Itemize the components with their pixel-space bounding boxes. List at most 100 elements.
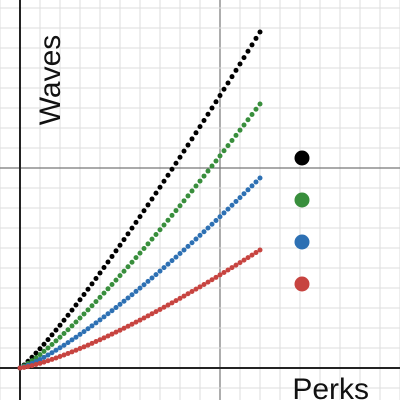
data-point	[217, 93, 223, 99]
data-point	[229, 74, 235, 80]
data-point	[205, 168, 211, 174]
data-point	[109, 308, 115, 314]
y-axis-label: Waves	[34, 35, 67, 126]
data-point	[73, 302, 79, 308]
data-point	[61, 331, 67, 337]
legend-marker-2	[294, 192, 310, 208]
data-point	[201, 173, 207, 179]
legend-marker-3	[294, 234, 310, 250]
data-point	[149, 236, 155, 242]
data-point	[45, 337, 51, 343]
data-point	[101, 265, 107, 271]
data-point	[237, 61, 243, 67]
data-point	[89, 281, 95, 287]
data-point	[249, 183, 255, 189]
data-point	[129, 292, 135, 298]
data-point	[157, 184, 163, 190]
data-point	[153, 272, 159, 278]
data-point	[165, 217, 171, 223]
data-point	[65, 312, 71, 318]
data-point	[77, 315, 83, 321]
data-point	[109, 281, 115, 287]
data-point	[29, 363, 35, 369]
data-point	[29, 354, 35, 360]
data-point	[237, 260, 243, 266]
data-point	[37, 360, 43, 366]
data-point	[245, 117, 251, 123]
data-point	[105, 259, 111, 265]
data-point	[177, 295, 183, 301]
data-point	[241, 55, 247, 61]
data-point	[189, 288, 195, 294]
data-point	[93, 339, 99, 345]
data-point	[73, 334, 79, 340]
data-point	[53, 338, 59, 344]
data-point	[241, 122, 247, 128]
data-point	[173, 208, 179, 214]
data-point	[153, 190, 159, 196]
data-point	[93, 275, 99, 281]
data-point	[105, 311, 111, 317]
data-point	[77, 346, 83, 352]
data-point	[209, 163, 215, 169]
data-point	[233, 132, 239, 138]
data-point	[229, 202, 235, 208]
data-point	[197, 232, 203, 238]
data-point	[229, 265, 235, 271]
data-point	[257, 101, 263, 107]
data-point	[117, 273, 123, 279]
data-point	[189, 240, 195, 246]
data-point	[249, 252, 255, 258]
data-point	[125, 323, 131, 329]
data-point	[149, 196, 155, 202]
data-point	[57, 334, 63, 340]
data-point	[185, 142, 191, 148]
data-point	[173, 160, 179, 166]
data-point	[213, 274, 219, 280]
data-point	[69, 349, 75, 355]
data-point	[221, 86, 227, 92]
data-point	[65, 340, 71, 346]
data-point	[221, 210, 227, 216]
data-point	[241, 191, 247, 197]
data-point	[189, 188, 195, 194]
data-point	[113, 329, 119, 335]
data-point	[37, 346, 43, 352]
data-point	[157, 227, 163, 233]
data-point	[225, 80, 231, 86]
data-point	[69, 323, 75, 329]
data-point	[229, 138, 235, 144]
data-point	[165, 261, 171, 267]
data-point	[57, 354, 63, 360]
data-point	[193, 130, 199, 136]
data-point	[125, 264, 131, 270]
data-point	[89, 303, 95, 309]
data-point	[113, 305, 119, 311]
data-point	[137, 285, 143, 291]
data-point	[49, 350, 55, 356]
data-point	[125, 231, 131, 237]
data-point	[141, 315, 147, 321]
data-point	[133, 255, 139, 261]
data-point	[177, 251, 183, 257]
data-point	[41, 341, 47, 347]
data-point	[173, 254, 179, 260]
data-point	[225, 206, 231, 212]
data-point	[73, 319, 79, 325]
data-point	[93, 299, 99, 305]
data-point	[97, 337, 103, 343]
data-point	[217, 272, 223, 278]
data-point	[69, 337, 75, 343]
data-point	[201, 117, 207, 123]
data-point	[33, 362, 39, 368]
data-point	[161, 304, 167, 310]
data-point	[213, 158, 219, 164]
data-point	[65, 350, 71, 356]
data-point	[233, 262, 239, 268]
data-point	[249, 42, 255, 48]
data-point	[165, 302, 171, 308]
data-point	[149, 311, 155, 317]
data-point	[233, 67, 239, 73]
data-point	[149, 275, 155, 281]
data-point	[49, 356, 55, 362]
